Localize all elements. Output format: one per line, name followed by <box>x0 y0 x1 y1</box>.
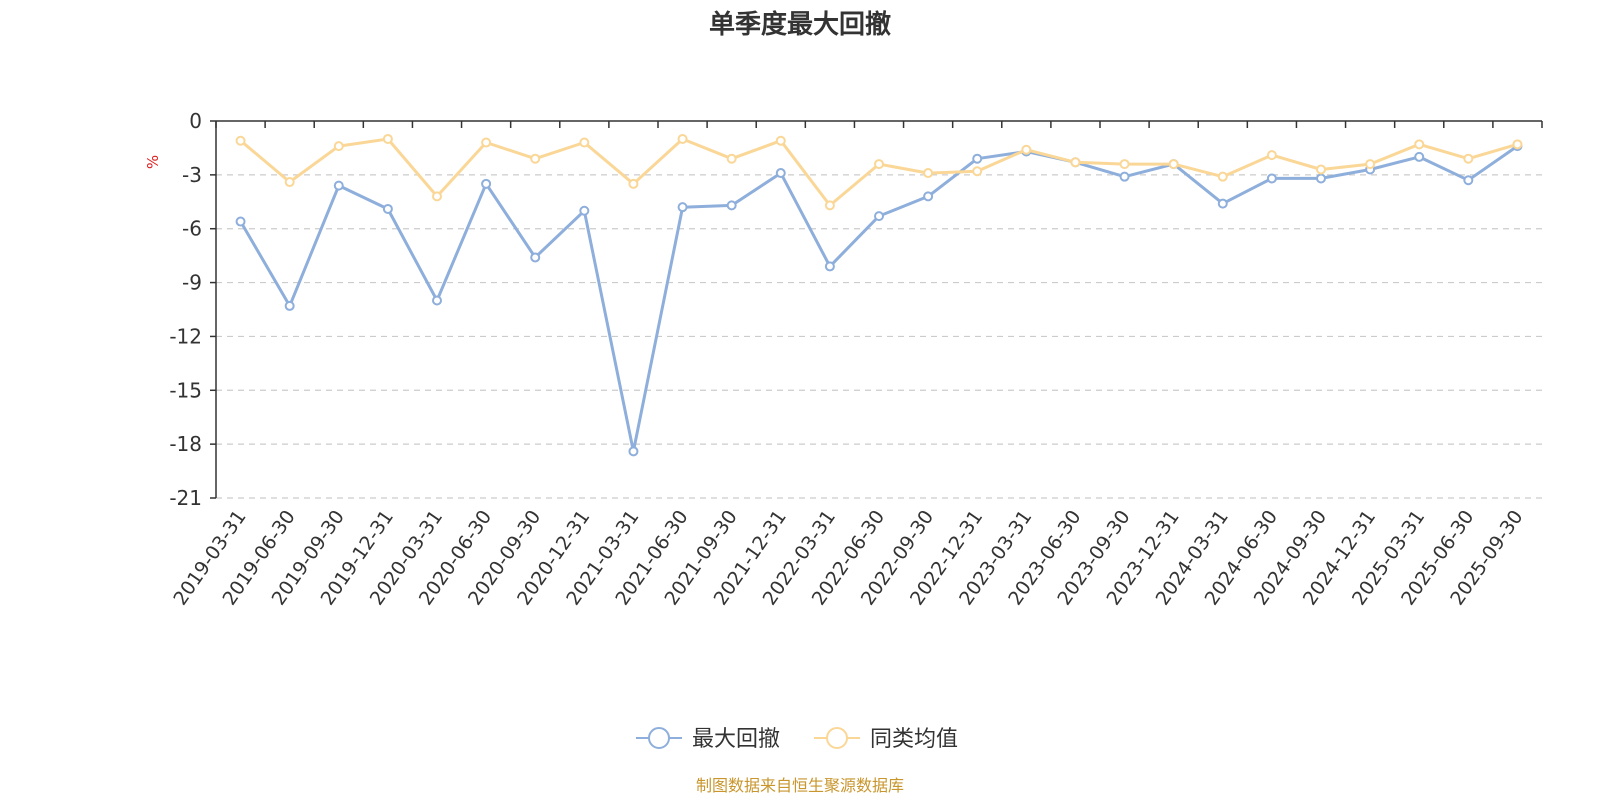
data-point[interactable] <box>677 133 688 144</box>
legend-marker-icon <box>648 727 670 749</box>
data-point[interactable] <box>284 300 295 311</box>
data-point[interactable] <box>1070 157 1081 168</box>
data-point[interactable] <box>333 180 344 191</box>
data-point[interactable] <box>382 203 393 214</box>
y-tick-label: -15 <box>169 378 202 402</box>
data-point[interactable] <box>579 205 590 216</box>
data-point[interactable] <box>923 168 934 179</box>
y-tick-label: -18 <box>169 432 202 456</box>
data-point[interactable] <box>1414 151 1425 162</box>
data-point[interactable] <box>333 141 344 152</box>
data-point[interactable] <box>1119 159 1130 170</box>
legend-label: 最大回撤 <box>692 727 780 752</box>
data-point[interactable] <box>726 200 737 211</box>
data-point[interactable] <box>874 159 884 170</box>
data-point[interactable] <box>530 252 541 263</box>
data-point[interactable] <box>775 168 786 179</box>
data-point[interactable] <box>923 191 934 202</box>
data-point[interactable] <box>235 135 246 146</box>
legend-label: 同类均值 <box>870 727 958 752</box>
data-point[interactable] <box>432 295 442 306</box>
data-point[interactable] <box>432 191 442 202</box>
data-point[interactable] <box>1119 171 1130 182</box>
legend-item[interactable]: 最大回撤 <box>636 727 780 752</box>
data-point[interactable] <box>382 133 393 144</box>
chart-title: 单季度最大回撤 <box>709 9 891 40</box>
data-point[interactable] <box>1266 150 1277 161</box>
y-tick-label: 0 <box>189 109 202 133</box>
data-point[interactable] <box>628 178 639 189</box>
y-tick-label: -12 <box>169 324 202 348</box>
data-point[interactable] <box>1217 198 1228 209</box>
data-point[interactable] <box>235 216 246 227</box>
data-point[interactable] <box>481 137 492 148</box>
series-2 <box>235 133 1523 211</box>
data-point[interactable] <box>1512 139 1523 150</box>
legend-marker-icon <box>826 727 848 749</box>
data-point[interactable] <box>1365 159 1376 170</box>
data-point[interactable] <box>874 211 884 222</box>
data-point[interactable] <box>726 153 737 164</box>
data-point[interactable] <box>677 202 688 213</box>
data-point[interactable] <box>1316 164 1326 175</box>
y-tick-label: -3 <box>182 163 202 187</box>
data-point[interactable] <box>972 166 983 177</box>
data-point[interactable] <box>530 153 541 164</box>
grid-lines <box>216 174 1542 499</box>
y-tick-label: -6 <box>182 217 202 241</box>
data-point[interactable] <box>1463 153 1474 164</box>
y-tick-label: -9 <box>182 271 202 295</box>
data-point[interactable] <box>579 137 590 148</box>
data-point[interactable] <box>628 446 639 457</box>
data-point[interactable] <box>1217 171 1228 182</box>
source-note: 制图数据来自恒生聚源数据库 <box>696 776 904 795</box>
y-axis-unit-label: % <box>144 155 162 169</box>
data-point[interactable] <box>284 177 295 188</box>
data-point[interactable] <box>1463 175 1474 186</box>
data-point[interactable] <box>1266 173 1277 184</box>
y-tick-label: -21 <box>169 486 202 510</box>
data-point[interactable] <box>824 261 835 272</box>
legend[interactable]: 最大回撤 同类均值 <box>636 727 958 752</box>
data-point[interactable] <box>481 178 492 189</box>
data-point[interactable] <box>1168 159 1179 170</box>
legend-item[interactable]: 同类均值 <box>814 727 958 752</box>
data-point[interactable] <box>972 153 983 164</box>
data-point[interactable] <box>1021 144 1032 155</box>
data-point[interactable] <box>775 135 786 146</box>
data-point[interactable] <box>1316 173 1326 184</box>
data-point[interactable] <box>1414 139 1425 150</box>
data-point[interactable] <box>824 200 835 211</box>
series-lines <box>235 133 1523 457</box>
